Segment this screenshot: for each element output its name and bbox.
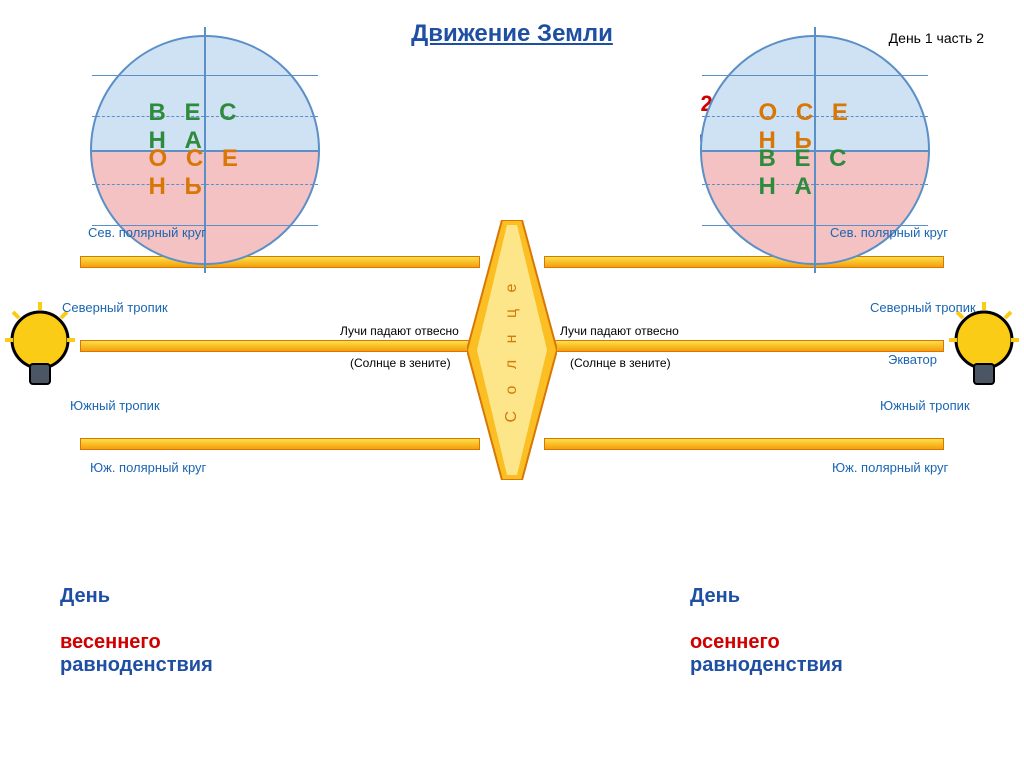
bottom-autumn-label: День осеннего равноденствия [690,585,843,677]
ba-line1: День осеннего [690,585,843,654]
mid-label-left-2: (Солнце в зените) [350,356,451,370]
label-right-np: Сев. полярный круг [830,225,948,240]
label-left-st: Южный тропик [70,398,160,413]
lat-north-polar [92,75,318,76]
sun-label: С о л н ц е [503,278,521,423]
label-right-st: Южный тропик [880,398,970,413]
label-right-eq: Экватор [888,352,937,367]
lat-north-polar [702,75,928,76]
label-left-nt: Северный тропик [62,300,168,315]
bs-line2: равноденствия [60,654,213,677]
bottom-spring-label: День весеннего равноденствия [60,585,213,677]
label-right-nt: Северный тропик [870,300,976,315]
globe-left-lower: О С Е Н Ь [149,145,262,201]
label-left-np: Сев. полярный круг [88,225,206,240]
mid-label-left-1: Лучи падают отвесно [340,324,459,338]
ray-right-mid [544,340,944,352]
page-title: Движение Земли [411,20,613,48]
label-left-sp: Юж. полярный круг [90,460,206,475]
ray-right-top [544,256,944,268]
bs-line1: День весеннего [60,585,213,654]
ray-left-top [80,256,480,268]
ray-right-bot [544,438,944,450]
mid-label-right-1: Лучи падают отвесно [560,324,679,338]
label-right-sp: Юж. полярный круг [832,460,948,475]
sun-bulb-left-icon [5,300,75,400]
mid-label-right-2: (Солнце в зените) [570,356,671,370]
sun-center: С о л н ц е [467,220,557,480]
page-info: День 1 часть 2 [889,30,984,46]
ba-line2: равноденствия [690,654,843,677]
ray-left-mid [80,340,480,352]
ray-left-bot [80,438,480,450]
sun-bulb-right-icon [949,300,1019,400]
globe-right-lower: В Е С Н А [759,145,872,201]
